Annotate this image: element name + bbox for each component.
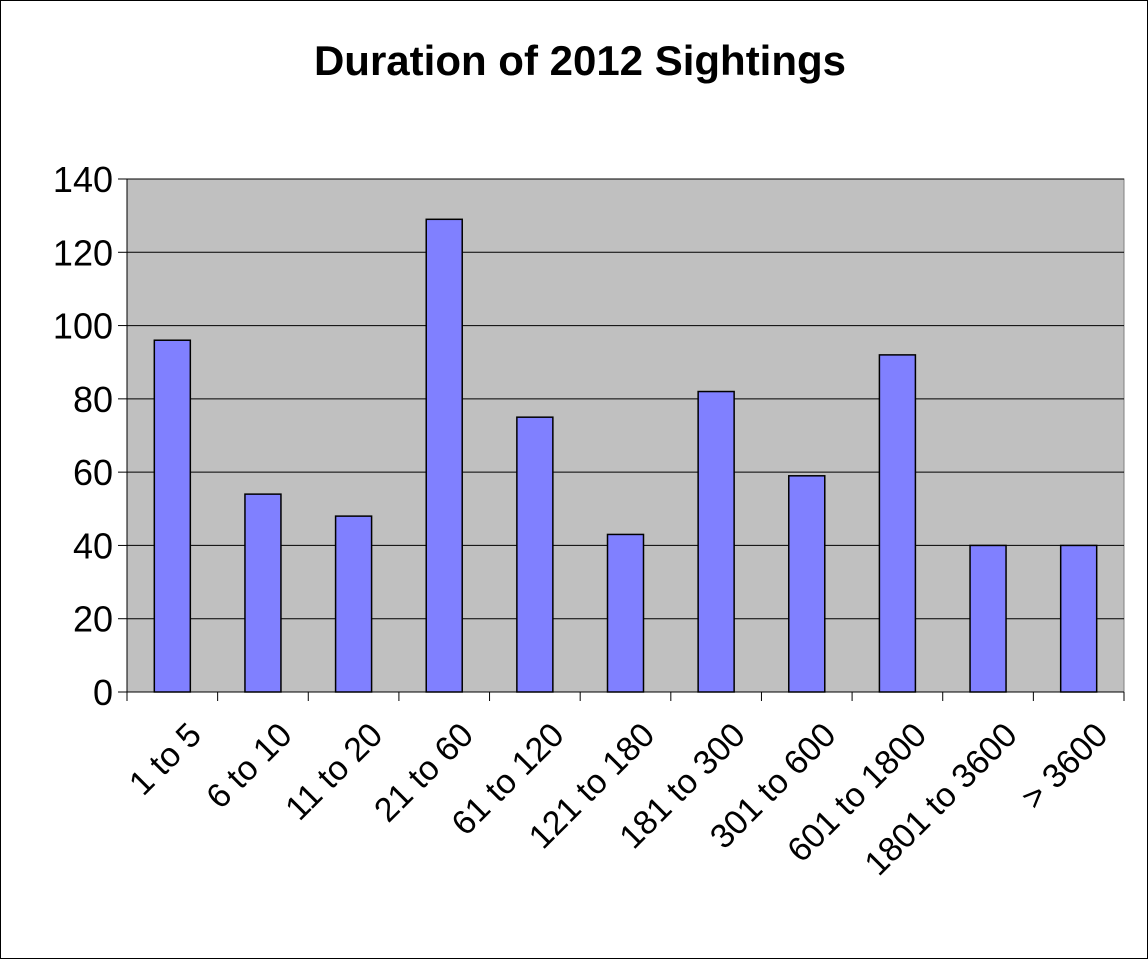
bar — [878, 354, 917, 693]
chart-title: Duration of 2012 Sightings — [314, 37, 846, 84]
y-tick-label: 0 — [93, 672, 113, 713]
bar — [516, 416, 554, 693]
x-tick-label: 11 to 20 — [278, 716, 390, 828]
y-tick-label: 20 — [73, 599, 113, 640]
bar — [425, 218, 463, 693]
y-tick-label: 60 — [73, 452, 113, 493]
bars — [153, 218, 1098, 693]
bar — [1059, 544, 1098, 693]
x-tick-label: 1 to 5 — [122, 716, 209, 803]
x-tick-label: > 3600 — [1014, 716, 1115, 817]
axes — [126, 179, 1124, 693]
bar — [697, 390, 735, 693]
bar — [244, 493, 282, 693]
bar — [969, 544, 1007, 693]
y-axis-ticks: 0 20 40 60 80 100 120 140 — [53, 159, 127, 713]
bar — [788, 475, 826, 693]
y-tick-label: 120 — [53, 232, 113, 273]
y-tick-label: 40 — [73, 525, 113, 566]
bar — [606, 533, 645, 693]
bar — [334, 515, 373, 693]
y-tick-label: 140 — [53, 159, 113, 200]
y-tick-label: 80 — [73, 379, 113, 420]
bar — [153, 339, 192, 693]
y-tick-label: 100 — [53, 306, 113, 347]
